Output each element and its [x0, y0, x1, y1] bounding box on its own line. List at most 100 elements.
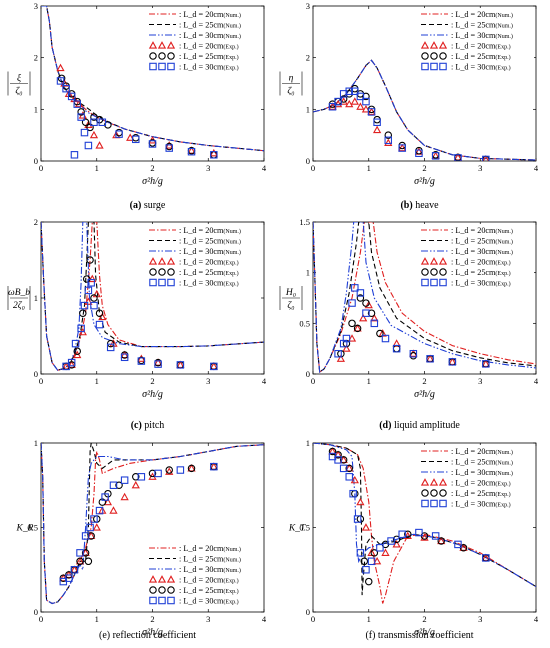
plot-area [313, 443, 536, 604]
data-point [106, 343, 115, 352]
data-point [359, 313, 368, 322]
legend-marker-swatch [439, 52, 447, 60]
data-point [90, 515, 98, 523]
data-point [345, 464, 354, 472]
data-point [62, 362, 70, 371]
data-point [384, 138, 393, 147]
data-point [209, 362, 218, 370]
legend-marker-swatch [158, 62, 166, 71]
legend-entry: : L_d = 25cm(Num.) [149, 555, 241, 564]
legend-label: : L_d = 20cm(Num.) [451, 226, 513, 235]
x-tick-label: 1 [95, 376, 99, 386]
legend-label: : L_d = 20cm(Exp.) [179, 42, 239, 51]
legend-entry: : L_d = 30cm(Num.) [421, 468, 513, 477]
data-point [104, 121, 112, 129]
y-axis-label: ξ ζ₀ [7, 71, 31, 97]
legend: : L_d = 20cm(Num.): L_d = 25cm(Num.): L_… [418, 8, 534, 74]
data-point [73, 350, 82, 359]
data-point [209, 148, 218, 157]
data-point [81, 548, 90, 556]
data-point [86, 523, 94, 532]
legend-marker-swatch [421, 268, 429, 276]
x-tick-label: 1 [95, 163, 99, 173]
data-point [187, 147, 196, 156]
data-point [88, 274, 97, 283]
data-point [76, 549, 84, 557]
legend-entry: : L_d = 30cm(Exp.) [149, 62, 239, 72]
data-point [403, 531, 412, 540]
chart-panel-a: 0 1 2 3 4 0 1 2 3 ξ ζ₀ σ²h/g: L_d = 20cm(Num.): L_d… [7, 1, 267, 211]
legend-entry: : L_d = 25cm(Exp.) [149, 586, 239, 595]
data-point [187, 146, 196, 154]
data-point [333, 450, 343, 458]
legend-entry: : L_d = 20cm(Num.) [149, 544, 241, 553]
chart-panel-d: 0 1 2 3 4 0 0.5 1 1.5 H₀ ζ₀ σ²h/g: L_d = 20cm(Num.)… [279, 217, 539, 431]
x-tick-label: 2 [150, 163, 154, 173]
legend-marker-swatch [149, 596, 157, 605]
legend: : L_d = 20cm(Num.): L_d = 25cm(Num.): L_… [146, 8, 262, 74]
x-tick-label: 3 [206, 376, 210, 386]
plot-area [41, 443, 264, 605]
data-point [398, 530, 406, 539]
series-line-2 [41, 6, 264, 152]
data-point [336, 354, 346, 362]
data-point [356, 289, 365, 297]
data-point [328, 447, 337, 456]
legend-label: : L_d = 30cm(Exp.) [451, 500, 511, 509]
x-tick-label: 4 [534, 614, 539, 624]
data-point [65, 574, 73, 582]
data-point [120, 492, 129, 501]
data-point [448, 357, 457, 365]
series-line-2 [41, 222, 264, 371]
data-point [109, 481, 118, 489]
data-point [356, 497, 365, 506]
x-tick-label: 3 [206, 614, 210, 624]
legend: : L_d = 20cm(Num.) : L_d = 25cm(Num.) : L_… [146, 542, 262, 608]
legend-marker-swatch [430, 52, 438, 60]
x-tick-label: 0 [311, 163, 315, 173]
y-label-numerator: ξ [17, 73, 22, 84]
data-point [367, 108, 376, 116]
data-point [350, 97, 359, 105]
x-tick-label: 1 [367, 376, 371, 386]
legend-label: : L_d = 20cm(Exp.) [451, 258, 511, 267]
legend-label: : L_d = 30cm(Num.) [179, 31, 241, 40]
data-point [154, 360, 162, 368]
data-point [426, 355, 434, 363]
legend-marker-swatch [157, 41, 167, 49]
x-tick-label: 1 [367, 614, 371, 624]
data-point [420, 533, 429, 541]
data-point [334, 451, 342, 459]
data-point [372, 556, 382, 565]
data-point [351, 87, 359, 96]
y-axis-label: ωB_b 2ζ₀ [7, 286, 31, 311]
y-tick-label: 1 [34, 104, 38, 114]
data-point [87, 279, 95, 287]
legend-label: : L_d = 25cm(Exp.) [179, 52, 239, 61]
legend-marker-swatch [430, 278, 438, 287]
legend-label: : L_d = 20cm(Exp.) [179, 576, 239, 585]
y-axis-label: H₀ ζ₀ [279, 286, 303, 311]
x-tick-label: 4 [534, 376, 539, 386]
x-tick-label: 0 [311, 376, 315, 386]
legend-marker-swatch [439, 62, 447, 71]
legend-entry: : L_d = 25cm(Num.) [421, 21, 513, 30]
x-tick-label: 4 [262, 163, 267, 173]
data-point [387, 537, 395, 545]
data-point [381, 334, 390, 343]
legend-marker-swatch [148, 257, 158, 265]
data-point [361, 105, 371, 113]
data-point [95, 506, 104, 515]
data-point [349, 489, 357, 498]
legend-marker-swatch [167, 596, 175, 605]
legend-label: : L_d = 25cm(Num.) [179, 21, 241, 30]
data-point [165, 467, 174, 475]
data-point [70, 565, 79, 573]
legend-marker-swatch [429, 257, 439, 265]
data-point [409, 349, 418, 358]
y-tick-label: 0 [34, 369, 38, 379]
data-point [103, 497, 113, 506]
legend-marker-swatch [430, 489, 438, 497]
legend-entry: : L_d = 25cm(Num.) [421, 237, 513, 246]
legend-marker-swatch [149, 278, 157, 287]
